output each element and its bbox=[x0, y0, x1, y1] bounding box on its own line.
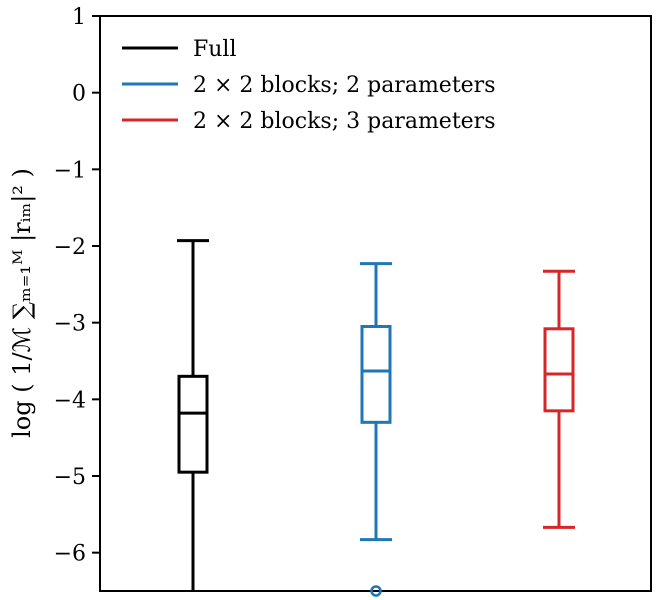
legend-label-3: 2 × 2 blocks; 3 parameters bbox=[193, 109, 496, 134]
y-tick-label: −5 bbox=[54, 465, 86, 490]
y-axis: 1 0 −1 −2 −3 −4 −5 −6 bbox=[54, 5, 100, 567]
y-tick-label: 0 bbox=[72, 82, 86, 107]
iqr-box bbox=[360, 325, 392, 424]
outlier-point bbox=[370, 585, 382, 597]
box-series-1 bbox=[177, 239, 209, 591]
box-series-3 bbox=[543, 269, 575, 529]
y-tick-label: 1 bbox=[72, 5, 86, 30]
iqr-box bbox=[543, 327, 575, 413]
plot-frame bbox=[99, 15, 652, 592]
y-tick-label: −4 bbox=[54, 388, 86, 413]
y-axis-label: log ( 1/ℳ ∑ₘ₌₁ᴹ |rᵢₘ|² ) bbox=[8, 168, 37, 438]
box-series-2 bbox=[360, 262, 392, 597]
legend-label-2: 2 × 2 blocks; 2 parameters bbox=[193, 73, 496, 98]
legend: Full 2 × 2 blocks; 2 parameters 2 × 2 bloc… bbox=[122, 37, 496, 134]
iqr-box bbox=[177, 374, 209, 474]
y-tick-label: −3 bbox=[54, 312, 86, 337]
y-tick-label: −2 bbox=[54, 235, 86, 260]
y-tick-label: −6 bbox=[54, 542, 86, 567]
box-series-group bbox=[177, 239, 575, 597]
legend-label-1: Full bbox=[193, 37, 237, 62]
y-tick-label: −1 bbox=[54, 158, 86, 183]
